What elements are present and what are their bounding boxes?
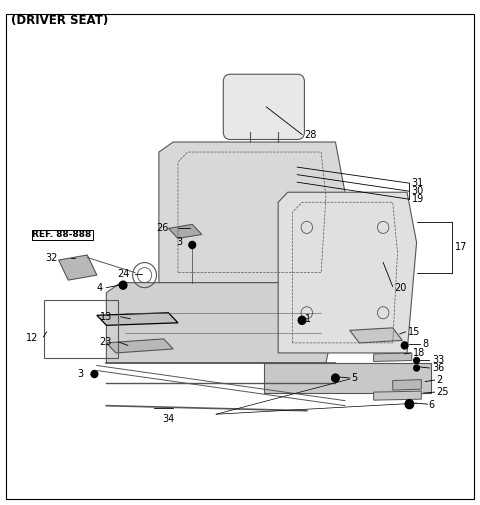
Text: 23: 23 bbox=[100, 337, 112, 347]
Text: 26: 26 bbox=[156, 223, 168, 233]
Polygon shape bbox=[373, 391, 421, 400]
Text: 34: 34 bbox=[162, 414, 175, 424]
Text: (DRIVER SEAT): (DRIVER SEAT) bbox=[11, 14, 108, 27]
Text: 3: 3 bbox=[77, 369, 84, 379]
FancyBboxPatch shape bbox=[223, 74, 304, 139]
Text: 3: 3 bbox=[177, 237, 183, 247]
Circle shape bbox=[91, 371, 98, 378]
Text: 2: 2 bbox=[437, 375, 443, 385]
Text: 4: 4 bbox=[96, 283, 103, 293]
Text: 17: 17 bbox=[455, 242, 467, 252]
Polygon shape bbox=[97, 313, 178, 325]
Text: 8: 8 bbox=[422, 339, 429, 349]
Text: 12: 12 bbox=[26, 333, 38, 343]
Polygon shape bbox=[373, 353, 412, 362]
Circle shape bbox=[189, 241, 196, 248]
Text: 5: 5 bbox=[352, 373, 358, 383]
Text: 6: 6 bbox=[429, 399, 434, 410]
Text: 20: 20 bbox=[395, 283, 407, 293]
Text: 36: 36 bbox=[432, 363, 444, 373]
Text: 15: 15 bbox=[408, 327, 420, 337]
Text: 24: 24 bbox=[117, 269, 129, 279]
Text: 32: 32 bbox=[46, 252, 58, 263]
Polygon shape bbox=[350, 328, 402, 343]
Polygon shape bbox=[264, 363, 431, 393]
Polygon shape bbox=[159, 142, 345, 283]
Text: 28: 28 bbox=[304, 130, 317, 140]
Circle shape bbox=[119, 281, 127, 289]
Circle shape bbox=[401, 342, 408, 349]
Text: 25: 25 bbox=[437, 387, 449, 397]
Text: 13: 13 bbox=[100, 312, 112, 322]
Text: 30: 30 bbox=[412, 186, 424, 196]
Polygon shape bbox=[107, 339, 173, 353]
Text: 33: 33 bbox=[432, 356, 444, 366]
Circle shape bbox=[414, 365, 420, 371]
Text: REF. 88-888: REF. 88-888 bbox=[33, 230, 92, 239]
Text: 31: 31 bbox=[412, 178, 424, 188]
Polygon shape bbox=[393, 380, 421, 390]
Text: 18: 18 bbox=[413, 348, 425, 358]
Polygon shape bbox=[168, 224, 202, 238]
Circle shape bbox=[405, 399, 414, 409]
Circle shape bbox=[414, 358, 420, 364]
Polygon shape bbox=[107, 283, 336, 363]
Text: 1: 1 bbox=[305, 314, 311, 324]
Circle shape bbox=[298, 316, 306, 324]
Polygon shape bbox=[59, 255, 97, 280]
Polygon shape bbox=[278, 192, 417, 353]
Text: 19: 19 bbox=[412, 194, 424, 204]
Circle shape bbox=[332, 374, 339, 382]
